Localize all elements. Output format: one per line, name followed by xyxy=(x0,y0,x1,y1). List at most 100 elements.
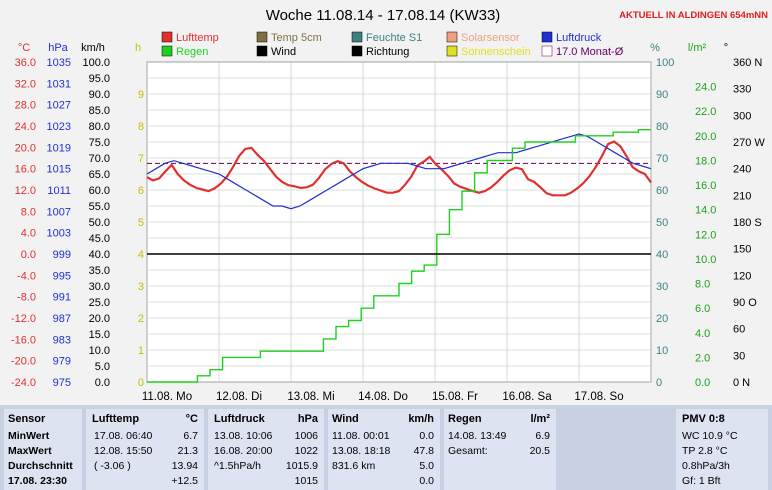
regen-column: Regen l/m² 14.08. 13:49 6.9 Gesamt: 20.5 xyxy=(444,409,556,490)
luftdruck-max-value: 1022 xyxy=(294,445,318,457)
wind-tick-label: 85.0 xyxy=(89,105,110,117)
rain-tick-label: 14.0 xyxy=(695,205,716,217)
x-axis-day-label: 14.08. Do xyxy=(358,391,408,403)
luftdruck-header: Luftdruck xyxy=(214,413,265,425)
hours-tick-label: 5 xyxy=(138,217,144,229)
wind-tick-label: 60.0 xyxy=(89,185,110,197)
legend-swatch xyxy=(446,31,458,43)
wind-tick-label: 100.0 xyxy=(82,57,110,69)
temp-tick-label: 8.0 xyxy=(21,206,36,218)
pressure-tick-label: 1035 xyxy=(47,57,71,69)
legend-label: Sonnenschein xyxy=(461,46,531,58)
wind-tick-label: 30.0 xyxy=(89,281,110,293)
luftdruck-min-value: 1006 xyxy=(294,430,318,442)
axis-unit-label: h xyxy=(135,42,141,54)
direction-tick-label: 0 N xyxy=(733,377,750,389)
regen-total-value: 20.5 xyxy=(529,445,550,457)
luftdruck-column: Luftdruck hPa 13.08. 10:06 1006 16.08. 2… xyxy=(208,409,324,490)
wind-tick-label: 5.0 xyxy=(95,361,110,373)
pressure-tick-label: 991 xyxy=(53,292,71,304)
pressure-tick-label: 1007 xyxy=(47,206,71,218)
lufttemp-min-time: 17.08. 06:40 xyxy=(94,430,153,442)
temp-tick-label: 24.0 xyxy=(15,121,36,133)
hours-tick-label: 8 xyxy=(138,121,144,133)
rain-tick-label: 16.0 xyxy=(695,180,716,192)
pressure-tick-label: 1027 xyxy=(47,100,71,112)
series-line-luftdruck xyxy=(146,133,652,210)
wind-tick-label: 15.0 xyxy=(89,329,110,341)
legend-swatch xyxy=(161,31,173,43)
wind-tick-label: 70.0 xyxy=(89,153,110,165)
hours-tick-label: 7 xyxy=(138,153,144,165)
pressure-tick-label: 1019 xyxy=(47,142,71,154)
x-axis-day-label: 13.08. Mi xyxy=(287,391,334,403)
direction-tick-label: 90 O xyxy=(733,297,757,309)
direction-tick-label: 30 xyxy=(733,350,745,362)
pressure-tick-label: 983 xyxy=(53,334,71,346)
legend-swatch xyxy=(351,31,363,43)
legend-swatch xyxy=(541,45,553,57)
legend-label: Feuchte S1 xyxy=(366,32,422,44)
row-label-max: MaxWert xyxy=(8,445,52,457)
temp-tick-label: 0.0 xyxy=(21,249,36,261)
temp-tick-label: 28.0 xyxy=(15,100,36,112)
rain-tick-label: 20.0 xyxy=(695,131,716,143)
temp-tick-label: -4.0 xyxy=(17,270,36,282)
pressure-tick-label: 999 xyxy=(53,249,71,261)
chart-marks xyxy=(146,129,652,383)
wind-column: Wind km/h 11.08. 00:01 0.0 13.08. 18:18 … xyxy=(328,409,440,490)
axis-unit-label: ° xyxy=(724,42,728,54)
hours-tick-label: 9 xyxy=(138,89,144,101)
direction-tick-label: 270 W xyxy=(733,137,765,149)
luftdruck-max-time: 16.08. 20:00 xyxy=(214,445,273,457)
pressure-tick-label: 1031 xyxy=(47,78,71,90)
direction-tick-label: 60 xyxy=(733,324,745,336)
direction-tick-label: 360 N xyxy=(733,57,762,69)
pressure-tick-label: 1015 xyxy=(47,164,71,176)
rain-tick-label: 8.0 xyxy=(695,279,710,291)
hours-tick-label: 4 xyxy=(138,249,144,261)
chart-title: Woche 11.08.14 - 17.08.14 (KW33) xyxy=(266,7,501,24)
legend-label: 17.0 Monat-Ø xyxy=(556,46,624,58)
wind-tick-label: 25.0 xyxy=(89,297,110,309)
x-axis-day-label: 16.08. Sa xyxy=(502,391,552,403)
lufttemp-avg-note: ( -3.06 ) xyxy=(94,460,131,472)
legend-swatch xyxy=(351,45,363,57)
series-line-lufttemp xyxy=(146,140,652,197)
legend-label: Solarsensor xyxy=(461,32,520,44)
rain-tick-label: 10.0 xyxy=(695,254,716,266)
weather-chart: Woche 11.08.14 - 17.08.14 (KW33) AKTUELL… xyxy=(10,7,769,403)
wind-tick-label: 40.0 xyxy=(89,249,110,261)
legend-label: Richtung xyxy=(366,46,409,58)
direction-tick-label: 120 xyxy=(733,270,751,282)
current-link[interactable]: AKTUELL IN ALDINGEN 654mNN xyxy=(619,10,768,21)
temp-tick-label: -16.0 xyxy=(11,334,36,346)
temp-tick-label: -24.0 xyxy=(11,377,36,389)
humidity-tick-label: 10 xyxy=(656,345,668,357)
humidity-tick-label: 80 xyxy=(656,121,668,133)
rain-tick-label: 22.0 xyxy=(695,106,716,118)
wind-tick-label: 65.0 xyxy=(89,169,110,181)
wind-tick-label: 20.0 xyxy=(89,313,110,325)
wind-tick-label: 50.0 xyxy=(89,217,110,229)
wind-tick-label: 90.0 xyxy=(89,89,110,101)
temp-tick-label: 16.0 xyxy=(15,164,36,176)
direction-tick-label: 180 S xyxy=(733,217,762,229)
hours-tick-label: 2 xyxy=(138,313,144,325)
humidity-tick-label: 50 xyxy=(656,217,668,229)
wind-unit: km/h xyxy=(408,413,434,425)
wind-tick-label: 0.0 xyxy=(95,377,110,389)
sensor-column: Sensor MinWert MaxWert Durchschnitt 17.0… xyxy=(4,409,82,490)
direction-tick-label: 240 xyxy=(733,164,751,176)
grid xyxy=(146,61,652,383)
wind-tick-label: 10.0 xyxy=(89,345,110,357)
luftdruck-unit: hPa xyxy=(297,413,318,425)
wind-max-time: 13.08. 18:18 xyxy=(332,445,391,457)
x-axis-day-label: 17.08. So xyxy=(574,391,623,403)
temp-tick-label: 20.0 xyxy=(15,142,36,154)
humidity-tick-label: 60 xyxy=(656,185,668,197)
axis-unit-label: hPa xyxy=(48,42,68,54)
statistics-panel: Sensor MinWert MaxWert Durchschnitt 17.0… xyxy=(0,405,772,490)
pressure-tick-label: 995 xyxy=(53,270,71,282)
wind-tick-label: 95.0 xyxy=(89,73,110,85)
